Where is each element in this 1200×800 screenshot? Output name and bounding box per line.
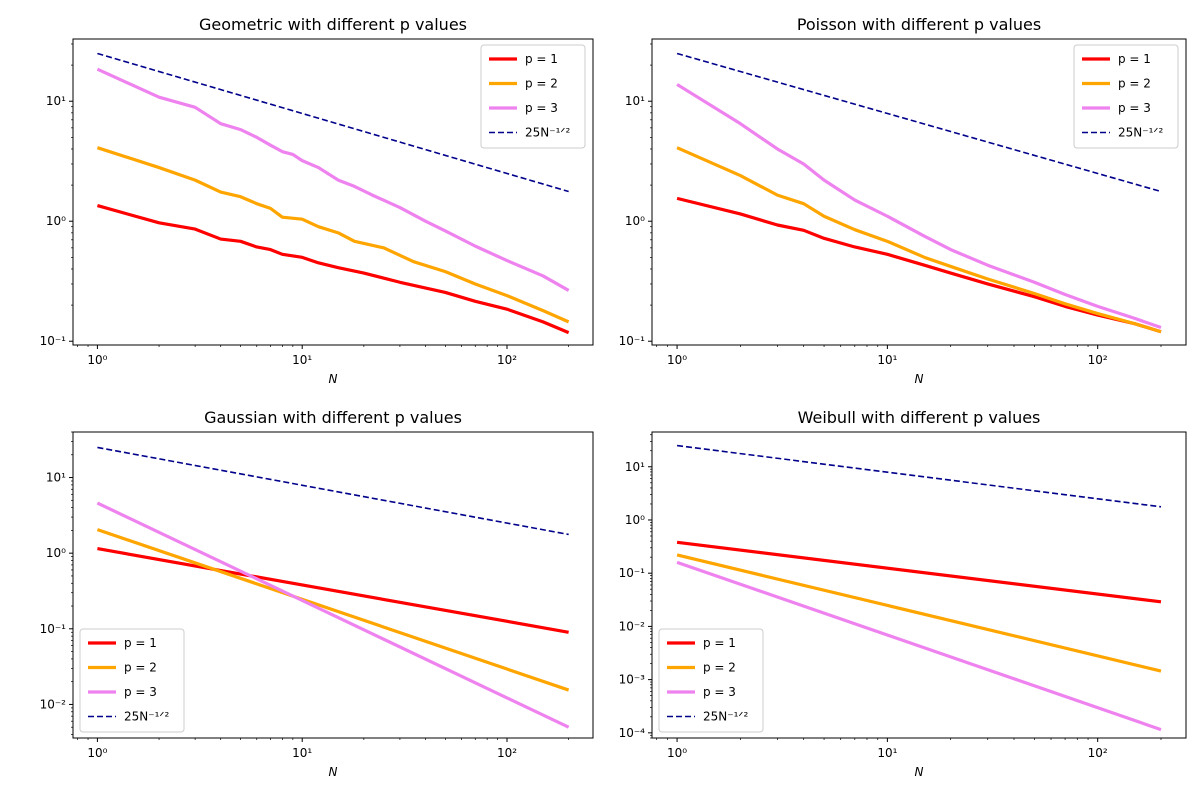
x-tick-label: 10¹ — [877, 353, 897, 367]
legend-label: p = 1 — [124, 636, 157, 650]
legend-frame — [79, 628, 185, 733]
x-tick-label: 10² — [1088, 746, 1108, 760]
x-tick-label: 10¹ — [292, 353, 312, 367]
chart-panel-2: Poisson with different p values 10⁰ 10¹ 10²… — [619, 15, 1187, 386]
series-line-p-2 — [96, 146, 570, 324]
y-tick-label: 10⁻³ — [619, 673, 646, 687]
y-tick-label: 10⁻² — [619, 619, 646, 633]
y-tick-label: 10¹ — [46, 471, 66, 485]
series-line-25n- — [97, 446, 569, 536]
legend: p = 1 p = 2 p = 3 25N⁻¹ᐟ² — [658, 628, 764, 733]
series-line-25n- — [676, 444, 1162, 508]
series-line-p-1 — [676, 196, 1162, 334]
plot-area — [676, 444, 1162, 732]
legend: p = 1 p = 2 p = 3 25N⁻¹ᐟ² — [480, 44, 586, 149]
x-tick-label: 10¹ — [292, 746, 312, 760]
y-tick-label: 10¹ — [625, 94, 645, 108]
series-line-p-1 — [96, 204, 570, 335]
chart-panel-3: Gaussian with different p values 10⁰ 10¹ 10… — [40, 408, 594, 779]
legend-label: 25N⁻¹ᐟ² — [1118, 126, 1163, 140]
axes-frame — [651, 38, 1187, 346]
legend-label: p = 3 — [1118, 101, 1151, 115]
axes-frame — [72, 431, 594, 739]
legend-frame — [480, 44, 586, 149]
y-tick-label: 10⁰ — [625, 214, 645, 228]
chart-title: Geometric with different p values — [199, 15, 467, 34]
x-tick-label: 10² — [497, 746, 517, 760]
series-line-p-3 — [676, 560, 1162, 732]
legend-label: p = 2 — [703, 661, 736, 675]
series-line-25n- — [97, 52, 569, 193]
series-line-p-1 — [97, 547, 569, 634]
x-tick-label: 10¹ — [877, 746, 897, 760]
legend-label: p = 3 — [703, 685, 736, 699]
legend-label: p = 3 — [525, 101, 558, 115]
legend-label: p = 1 — [703, 636, 736, 650]
legend-label: 25N⁻¹ᐟ² — [703, 710, 748, 724]
series-line-p-1 — [676, 540, 1162, 604]
y-tick-label: 10⁻¹ — [40, 334, 67, 348]
legend: p = 1 p = 2 p = 3 25N⁻¹ᐟ² — [1073, 44, 1179, 149]
legend-label: p = 1 — [525, 52, 558, 66]
y-tick-label: 10⁻¹ — [619, 334, 646, 348]
series-line-p-2 — [96, 528, 570, 692]
legend-label: p = 3 — [124, 685, 157, 699]
axes-frame — [651, 431, 1187, 739]
x-axis-label: N — [329, 372, 338, 386]
y-tick-label: 10¹ — [46, 94, 66, 108]
chart-title: Poisson with different p values — [797, 15, 1041, 34]
series-line-p-2 — [676, 553, 1162, 673]
y-tick-label: 10¹ — [625, 460, 645, 474]
series-line-p-3 — [676, 83, 1162, 330]
chart-panel-1: Geometric with different p values 10⁰ 10¹ 1… — [40, 15, 594, 386]
y-tick-label: 10⁰ — [46, 214, 66, 228]
x-axis-label: N — [915, 372, 924, 386]
series-line-p-3 — [96, 67, 570, 292]
series-line-p-2 — [676, 146, 1162, 334]
y-tick-label: 10⁻¹ — [40, 622, 67, 636]
x-axis-label: N — [329, 765, 338, 779]
y-tick-label: 10⁻¹ — [619, 566, 646, 580]
y-tick-label: 10⁻² — [40, 697, 67, 711]
chart-panel-4: Weibull with different p values 10⁰ 10¹ 10²… — [619, 408, 1187, 779]
legend-label: p = 1 — [1118, 52, 1151, 66]
legend-label: p = 2 — [525, 77, 558, 91]
x-tick-label: 10⁰ — [87, 746, 107, 760]
x-tick-label: 10⁰ — [87, 353, 107, 367]
legend-frame — [1073, 44, 1179, 149]
y-tick-label: 10⁰ — [46, 546, 66, 560]
axes-frame — [72, 38, 594, 346]
plot-area — [96, 446, 570, 729]
legend-label: p = 2 — [124, 661, 157, 675]
chart-title: Gaussian with different p values — [204, 408, 462, 427]
plot-area — [96, 52, 570, 335]
x-tick-label: 10² — [497, 353, 517, 367]
x-axis-label: N — [915, 765, 924, 779]
legend-label: p = 2 — [1118, 77, 1151, 91]
legend-label: 25N⁻¹ᐟ² — [124, 710, 169, 724]
plot-area — [676, 52, 1162, 334]
y-tick-label: 10⁰ — [625, 513, 645, 527]
legend-label: 25N⁻¹ᐟ² — [525, 126, 570, 140]
legend-frame — [658, 628, 764, 733]
series-line-25n- — [676, 52, 1162, 193]
y-tick-label: 10⁻⁴ — [619, 726, 646, 740]
x-tick-label: 10² — [1088, 353, 1108, 367]
x-tick-label: 10⁰ — [667, 746, 687, 760]
chart-title: Weibull with different p values — [798, 408, 1041, 427]
legend: p = 1 p = 2 p = 3 25N⁻¹ᐟ² — [79, 628, 185, 733]
x-tick-label: 10⁰ — [667, 353, 687, 367]
series-line-p-3 — [96, 501, 570, 729]
